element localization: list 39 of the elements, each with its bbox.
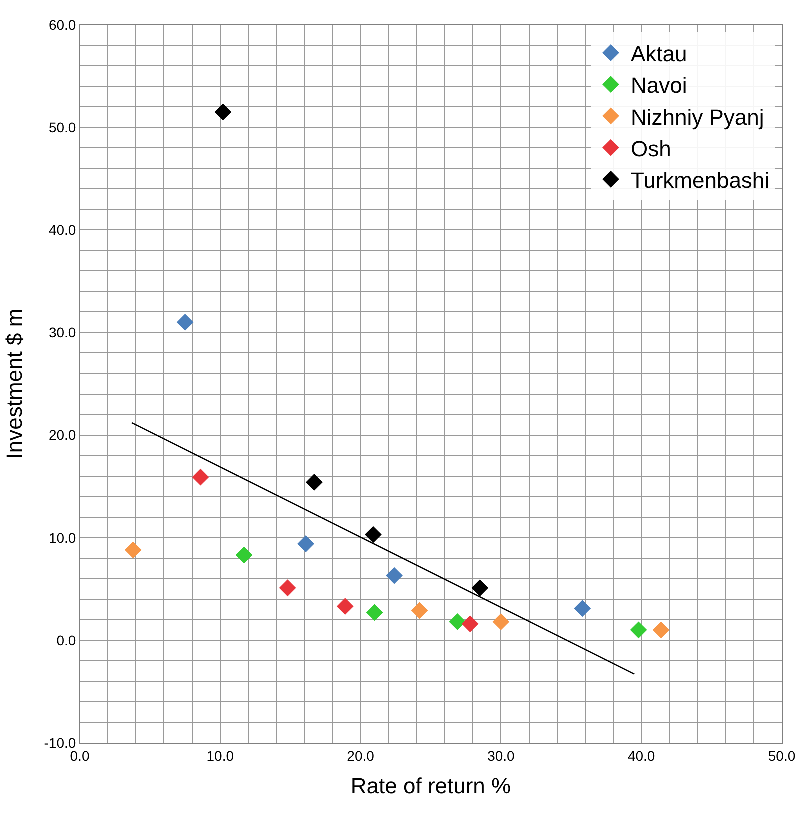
point bbox=[124, 542, 142, 559]
point bbox=[492, 614, 510, 630]
point bbox=[462, 616, 479, 632]
legend-label: Osh bbox=[630, 136, 672, 162]
point bbox=[652, 622, 670, 639]
x-tick-label: 50.0 bbox=[768, 748, 796, 764]
x-tick-label: 40.0 bbox=[628, 748, 656, 764]
y-tick-label: 60.0 bbox=[48, 16, 76, 33]
point bbox=[411, 602, 428, 620]
point bbox=[449, 614, 466, 630]
point bbox=[630, 622, 648, 639]
legend-label: Nizhniy Pyanj bbox=[630, 104, 764, 130]
y-tick-label: 40.0 bbox=[48, 222, 76, 238]
point bbox=[574, 600, 592, 618]
x-tick-label: 20.0 bbox=[347, 748, 375, 764]
y-tick-label: 50.0 bbox=[48, 119, 76, 136]
x-axis-title: Rate of return % bbox=[350, 774, 512, 799]
point bbox=[364, 526, 382, 544]
point bbox=[472, 580, 489, 597]
point bbox=[386, 567, 403, 584]
y-tick-label: 30.0 bbox=[48, 324, 76, 341]
point bbox=[214, 104, 232, 121]
point bbox=[279, 580, 296, 597]
point bbox=[336, 598, 354, 616]
legend-label: Aktau bbox=[630, 42, 688, 67]
legend-label: Turkmenbashi bbox=[630, 168, 770, 193]
x-tick-label: 10.0 bbox=[206, 748, 234, 764]
y-axis-title: Investment $ m bbox=[2, 308, 28, 460]
point bbox=[192, 468, 210, 486]
point bbox=[306, 474, 323, 491]
y-tick-label: 10.0 bbox=[48, 530, 76, 546]
point bbox=[236, 546, 253, 564]
y-tick-label: 0.0 bbox=[56, 632, 76, 648]
x-tick-label: 30.0 bbox=[488, 748, 516, 764]
point bbox=[298, 536, 314, 552]
y-tick-label: 20.0 bbox=[48, 427, 76, 444]
point bbox=[366, 604, 384, 622]
point bbox=[176, 314, 194, 331]
legend-label: Navoi bbox=[630, 73, 688, 98]
